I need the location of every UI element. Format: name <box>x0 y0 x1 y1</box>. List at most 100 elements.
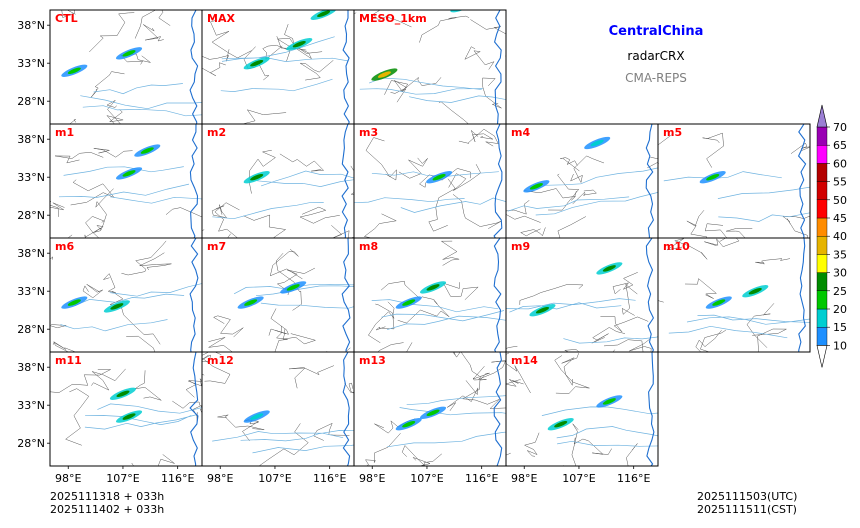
map-panel-m8: m8 <box>353 237 507 353</box>
colorbar-label: 20 <box>833 303 847 316</box>
coastline <box>493 352 503 466</box>
colorbar-segment-30 <box>816 254 828 273</box>
panel-label-m3: m3 <box>359 126 378 139</box>
panel-background <box>202 238 354 352</box>
coastline <box>797 124 807 238</box>
rivers <box>80 83 202 117</box>
panel-label-m5: m5 <box>663 126 682 139</box>
map-panel-m6: m6 <box>49 237 203 353</box>
coastline <box>645 124 655 238</box>
panel-background <box>50 124 202 238</box>
colorbar-segment-25 <box>816 272 828 292</box>
panel-background <box>354 10 506 124</box>
panel-background <box>506 352 658 466</box>
x-tick-label: 116°E <box>617 472 650 485</box>
x-tick-label: 116°E <box>161 472 194 485</box>
product-title: radarCRX <box>627 49 685 63</box>
echo-core-m14-0 <box>554 420 568 428</box>
colorbar-segment-40 <box>816 217 828 237</box>
coastline <box>341 238 351 352</box>
x-tick-label: 107°E <box>106 472 139 485</box>
x-tick-label: 98°E <box>207 472 233 485</box>
colorbar-label: 40 <box>833 230 847 243</box>
coastline <box>798 238 806 352</box>
y-tick-label: 38°N <box>17 133 45 146</box>
panel-label-m4: m4 <box>511 126 530 139</box>
coastline <box>341 124 349 238</box>
colorbar-segment-60 <box>816 144 828 164</box>
panel-label-m6: m6 <box>55 240 74 253</box>
colorbar-label: 25 <box>833 285 847 298</box>
y-tick-label: 33°N <box>17 57 45 70</box>
map-panel-MAX: MAX <box>201 9 355 125</box>
region-title: CentralChina <box>608 24 704 39</box>
panel-background <box>354 352 506 466</box>
map-panel-MESO_1km: MESO_1km <box>353 2 507 125</box>
colorbar-label: 65 <box>833 139 847 152</box>
coastline <box>493 124 503 238</box>
map-panel-m14: m14 <box>505 351 659 467</box>
panel-label-m10: m10 <box>663 240 690 253</box>
colorbar-segment-20 <box>816 290 828 310</box>
model-title: CMA-REPS <box>625 71 687 85</box>
echo-core-m1-1 <box>140 147 154 154</box>
init-time-cst: 2025111402 + 033h <box>50 503 165 516</box>
y-tick-label: 38°N <box>17 361 45 374</box>
echo-core-m13-0 <box>402 420 416 428</box>
init-time-block: 2025111318 + 033h 2025111402 + 033h <box>50 490 164 516</box>
panel-background <box>50 352 202 466</box>
echo-core-m4-0 <box>529 183 543 190</box>
panel-frame <box>505 351 659 467</box>
echo-core-m11-0 <box>116 390 130 398</box>
rivers <box>58 166 202 204</box>
panel-background <box>50 10 202 124</box>
echo-core-MESO_1km-1 <box>456 2 470 11</box>
echo-core-m1-0 <box>122 170 136 177</box>
valid-time-block: 2025111503(UTC) 2025111511(CST) <box>697 490 797 516</box>
coastline <box>189 352 199 466</box>
rivers <box>84 403 202 430</box>
x-tick-label: 107°E <box>410 472 443 485</box>
rivers <box>371 299 506 331</box>
coastline <box>189 10 199 124</box>
colorbar-label: 35 <box>833 248 847 261</box>
x-tick-label: 98°E <box>511 472 537 485</box>
colorbar-extend-min <box>816 345 828 368</box>
map-panel-m9: m9 <box>505 237 659 353</box>
map-panel-m11: m11 <box>49 351 203 467</box>
echo-core-m3-0 <box>432 173 446 181</box>
panel-frame <box>657 237 811 353</box>
valid-time-utc: 2025111503(UTC) <box>697 490 798 503</box>
echo-core-m9-1 <box>602 265 616 272</box>
echo-core-m8-1 <box>426 284 440 291</box>
colorbar-label: 55 <box>833 176 847 189</box>
y-tick-label: 33°N <box>17 171 45 184</box>
echo-core-MAX-1 <box>292 40 306 48</box>
colorbar: 70 65 60 55 50 45 40 35 30 25 20 15 10 <box>816 104 847 368</box>
coastline <box>342 10 350 124</box>
map-panel-CTL: CTL <box>49 9 203 125</box>
y-tick-label: 28°N <box>17 437 45 450</box>
x-tick-label: 98°E <box>55 472 81 485</box>
y-tick-label: 28°N <box>17 209 45 222</box>
panel-background <box>354 238 506 352</box>
echo-core-m9-0 <box>535 306 550 314</box>
y-tick-label: 38°N <box>17 19 45 32</box>
panel-label-m13: m13 <box>359 354 386 367</box>
rivers <box>220 36 349 92</box>
colorbar-label: 15 <box>833 321 847 334</box>
colorbar-extend-max <box>816 104 828 128</box>
valid-time-cst: 2025111511(CST) <box>697 503 797 516</box>
panel-label-m12: m12 <box>207 354 234 367</box>
panel-label-m14: m14 <box>511 354 538 367</box>
rivers <box>60 283 202 332</box>
colorbar-segment-55 <box>816 163 828 182</box>
colorbar-label: 45 <box>833 212 847 225</box>
panel-label-m11: m11 <box>55 354 82 367</box>
province-boundaries <box>506 352 638 466</box>
x-tick-label: 116°E <box>313 472 346 485</box>
map-panel-m10: m10 <box>657 237 811 353</box>
echo-core-m7-0 <box>244 299 258 306</box>
map-panel-m13: m13 <box>353 351 507 467</box>
map-panel-m1: m1 <box>49 123 203 239</box>
